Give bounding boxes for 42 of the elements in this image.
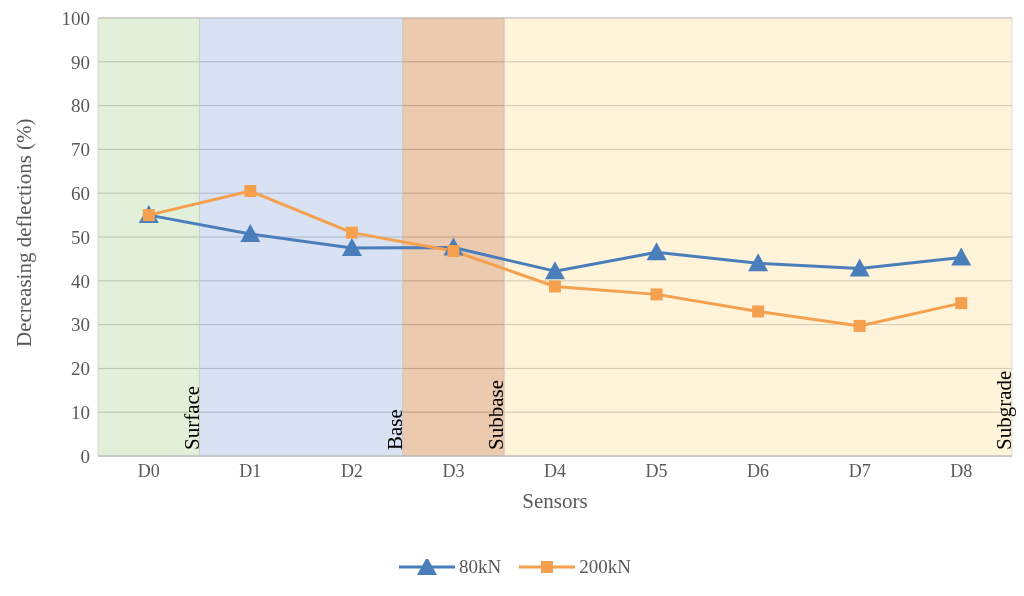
band-label: Subgrade xyxy=(992,370,1016,450)
y-tick-label: 20 xyxy=(71,358,90,380)
y-tick-label: 100 xyxy=(61,7,90,29)
y-tick-label: 90 xyxy=(71,51,90,73)
y-tick-label: 80 xyxy=(71,95,90,117)
y-tick-label: 10 xyxy=(71,401,90,423)
x-tick-label: D4 xyxy=(544,460,566,481)
point xyxy=(849,258,870,277)
band-label: Base xyxy=(382,409,407,450)
x-tick-label: D7 xyxy=(848,460,871,481)
y-axis-title: Decreasing deflections (%) xyxy=(12,118,37,347)
point xyxy=(244,185,257,198)
point xyxy=(951,247,972,266)
point xyxy=(752,305,765,318)
y-tick-label: 40 xyxy=(71,270,90,292)
y-tick-label: 30 xyxy=(71,314,90,336)
band-label: Surface xyxy=(179,385,204,450)
point xyxy=(549,280,561,293)
y-tick-label: 50 xyxy=(71,226,90,248)
x-tick-label: D2 xyxy=(340,460,363,481)
point xyxy=(345,226,358,239)
point xyxy=(955,297,968,310)
band-label: Subbase xyxy=(484,380,509,450)
x-tick-label: D6 xyxy=(747,460,770,481)
point xyxy=(341,237,362,256)
point xyxy=(853,319,866,332)
x-tick-label: D3 xyxy=(442,460,465,481)
legend-label: 200kN xyxy=(578,556,631,578)
x-tick-label: D8 xyxy=(950,460,973,481)
point xyxy=(646,242,667,261)
y-tick-label: 70 xyxy=(71,139,90,161)
x-axis-title: Sensors xyxy=(522,489,588,513)
x-tick-label: D0 xyxy=(137,460,160,481)
point xyxy=(748,253,769,272)
point xyxy=(240,223,261,242)
x-tick-label: D5 xyxy=(645,460,668,481)
y-tick-label: 60 xyxy=(71,182,90,204)
x-tick-label: D1 xyxy=(239,460,262,481)
point xyxy=(650,288,663,301)
y-tick-label: 0 xyxy=(80,445,90,467)
legend-label: 80kN xyxy=(458,556,502,578)
point xyxy=(545,261,565,280)
